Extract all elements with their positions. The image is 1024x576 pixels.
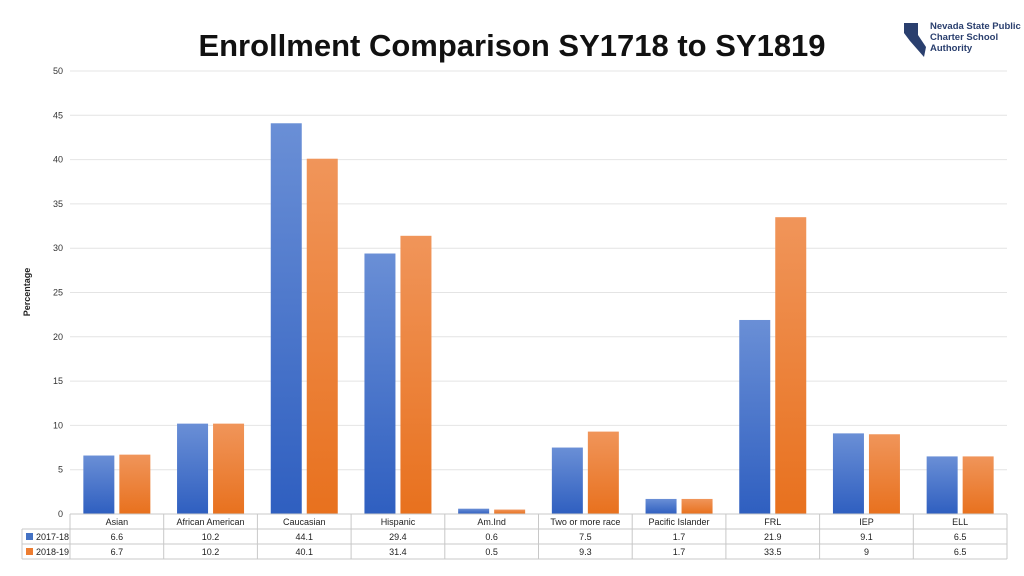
y-tick-label: 20 (53, 332, 63, 342)
bar-series1 (832, 433, 864, 514)
data-label: 7.5 (579, 532, 592, 542)
data-label: 9.1 (860, 532, 873, 542)
bar-series1 (739, 319, 771, 514)
logo-text: Nevada State Public Charter School Autho… (930, 21, 1021, 54)
bar-series2 (213, 423, 245, 514)
bar-series2 (119, 454, 151, 514)
x-tick-label: Caucasian (283, 517, 326, 527)
y-axis-label: Percentage (22, 268, 32, 317)
bar-series2 (681, 498, 713, 514)
bar-series2 (775, 217, 807, 514)
y-tick-label: 45 (53, 110, 63, 120)
y-tick-label: 5 (58, 465, 63, 475)
data-label: 21.9 (764, 532, 782, 542)
y-tick-label: 30 (53, 243, 63, 253)
data-label: 9.3 (579, 547, 592, 557)
bar-series1 (177, 423, 209, 514)
data-label: 1.7 (673, 547, 686, 557)
data-label: 31.4 (389, 547, 407, 557)
bar-series1 (458, 508, 490, 514)
data-label: 44.1 (295, 532, 313, 542)
bar-series2 (587, 431, 619, 514)
data-label: 6.6 (111, 532, 124, 542)
bar-series2 (306, 158, 338, 515)
y-tick-label: 0 (58, 509, 63, 519)
data-label: 0.6 (485, 532, 498, 542)
x-tick-label: African American (177, 517, 245, 527)
bar-series1 (926, 456, 958, 514)
bar-series2 (400, 235, 432, 514)
nevada-state-icon (904, 23, 926, 57)
x-tick-label: Hispanic (381, 517, 416, 527)
bar-series1 (645, 498, 677, 514)
x-tick-label: FRL (764, 517, 781, 527)
data-label: 29.4 (389, 532, 407, 542)
y-tick-label: 25 (53, 288, 63, 298)
data-label: 1.7 (673, 532, 686, 542)
bars (83, 123, 994, 515)
data-label: 33.5 (764, 547, 782, 557)
x-tick-label: ELL (952, 517, 968, 527)
data-table: Asian African American Caucasian Hispanic Am… (21, 513, 1008, 560)
nspcsa-logo: Nevada State Public Charter School Autho… (902, 21, 1022, 59)
x-tick-label: Pacific Islander (649, 517, 710, 527)
gridlines (70, 70, 1007, 515)
bar-series2 (494, 509, 526, 514)
bar-series1 (364, 253, 396, 515)
bar-series1 (83, 455, 115, 514)
data-label: 9 (864, 547, 869, 557)
data-label: 6.5 (954, 532, 967, 542)
legend-swatch (26, 533, 33, 540)
y-tick-label: 40 (53, 155, 63, 165)
x-tick-label: Asian (106, 517, 129, 527)
data-label: 0.5 (485, 547, 498, 557)
data-label: 40.1 (295, 547, 313, 557)
legend-entry: 2018-19 (36, 547, 69, 557)
data-label: 10.2 (202, 532, 220, 542)
data-label: 6.7 (111, 547, 124, 557)
x-tick-label: IEP (859, 517, 874, 527)
bar-series2 (962, 456, 994, 514)
x-tick-label: Am.Ind (477, 517, 506, 527)
y-tick-label: 10 (53, 420, 63, 430)
y-tick-label: 50 (53, 66, 63, 76)
data-label: 10.2 (202, 547, 220, 557)
y-tick-label: 35 (53, 199, 63, 209)
chart-title: Enrollment Comparison SY1718 to SY1819 (198, 28, 826, 63)
legend-swatch (26, 548, 33, 555)
data-label: 6.5 (954, 547, 967, 557)
y-axis-ticks: 0 5 10 15 20 25 30 35 40 45 50 (53, 66, 63, 519)
x-tick-label: Two or more race (550, 517, 620, 527)
legend-entry: 2017-18 (36, 532, 69, 542)
bar-series1 (270, 123, 302, 515)
bar-series2 (868, 434, 900, 514)
y-tick-label: 15 (53, 376, 63, 386)
bar-series1 (551, 447, 583, 514)
